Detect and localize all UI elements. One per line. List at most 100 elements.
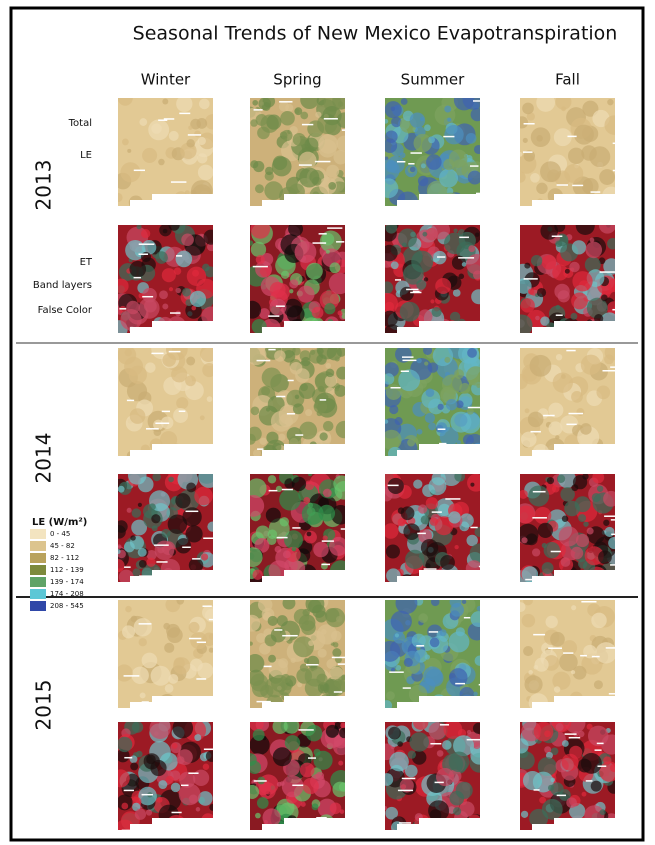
map-texture <box>528 288 534 294</box>
map-texture <box>330 802 342 814</box>
map-texture <box>462 600 466 604</box>
map-texture <box>169 287 173 291</box>
map-texture <box>316 674 327 685</box>
map-texture <box>196 807 201 812</box>
map-texture <box>181 233 194 246</box>
county-line <box>438 428 446 430</box>
map-texture <box>562 740 569 747</box>
map-texture <box>591 781 602 792</box>
map-texture <box>522 614 535 627</box>
map-texture <box>187 267 206 286</box>
legend-label: 0 - 45 <box>50 530 70 538</box>
map-texture <box>524 263 530 269</box>
county-line <box>295 434 303 436</box>
county-line <box>470 527 477 529</box>
map-texture <box>300 112 308 120</box>
map-texture <box>168 477 174 483</box>
county-line <box>524 278 538 280</box>
map-texture <box>326 369 335 378</box>
county-line <box>154 544 169 546</box>
map-texture <box>308 640 314 646</box>
map-texture <box>162 529 171 538</box>
map-texture <box>163 229 168 234</box>
map-texture <box>303 497 310 504</box>
map-texture <box>256 114 268 126</box>
map-texture <box>302 503 324 525</box>
county-line <box>268 315 279 317</box>
county-line <box>196 678 206 680</box>
map-texture <box>129 366 147 384</box>
map-texture <box>196 118 207 129</box>
map-texture <box>139 560 147 568</box>
county-line <box>189 638 201 640</box>
map-texture <box>266 115 281 130</box>
map-texture <box>136 751 143 758</box>
county-line <box>170 312 180 314</box>
map-texture <box>391 106 396 111</box>
map-texture <box>583 521 588 526</box>
county-line <box>282 635 298 637</box>
map-texture <box>561 106 566 111</box>
map-texture <box>139 118 147 126</box>
map-texture <box>118 486 125 493</box>
map-texture <box>306 263 323 280</box>
map-texture <box>473 742 480 749</box>
map-texture <box>285 735 300 750</box>
county-line <box>269 490 278 492</box>
map-texture <box>554 686 560 692</box>
county-line <box>268 349 275 351</box>
map-texture <box>135 809 146 820</box>
county-line <box>264 666 272 668</box>
map-texture <box>140 692 146 698</box>
map-texture <box>418 613 428 623</box>
map-texture <box>268 655 276 663</box>
legend-title: LE (W/m²) <box>32 517 87 528</box>
map-texture <box>175 288 180 293</box>
map-texture <box>201 553 208 560</box>
county-line <box>182 547 191 549</box>
map-texture <box>268 475 276 483</box>
map-texture <box>194 131 201 138</box>
map-texture <box>130 408 146 424</box>
map-texture <box>175 493 190 508</box>
map-texture <box>470 483 474 487</box>
state-map <box>108 465 220 587</box>
map-texture <box>301 620 316 635</box>
county-line <box>416 645 424 647</box>
map-texture <box>428 477 446 495</box>
map-texture <box>440 629 447 636</box>
map-texture <box>436 768 454 786</box>
map-texture <box>281 674 290 683</box>
map-texture <box>578 731 584 737</box>
map-texture <box>155 541 174 560</box>
county-line <box>257 360 271 362</box>
map-texture <box>440 555 455 570</box>
county-line <box>391 387 401 389</box>
map-texture <box>335 387 339 391</box>
state-map <box>516 596 618 713</box>
county-line <box>531 431 541 433</box>
map-texture <box>398 229 417 248</box>
map-texture <box>544 542 560 558</box>
map-texture <box>468 245 475 252</box>
map-texture <box>417 429 423 435</box>
map-texture <box>571 293 588 310</box>
season-header: Spring <box>273 71 321 89</box>
map-texture <box>287 305 305 323</box>
map-texture <box>589 146 610 167</box>
map-texture <box>421 515 430 524</box>
county-line <box>402 356 413 358</box>
county-line <box>548 647 562 649</box>
map-texture <box>467 348 477 358</box>
map-texture <box>386 384 402 400</box>
map-texture <box>553 372 573 392</box>
map-texture <box>272 157 292 177</box>
map-texture <box>266 508 281 523</box>
map-texture <box>594 680 603 689</box>
county-line <box>139 623 152 625</box>
map-texture <box>155 251 168 264</box>
state-map <box>116 597 219 713</box>
map-texture <box>574 125 594 145</box>
map-texture <box>467 408 474 415</box>
county-line <box>557 795 566 797</box>
